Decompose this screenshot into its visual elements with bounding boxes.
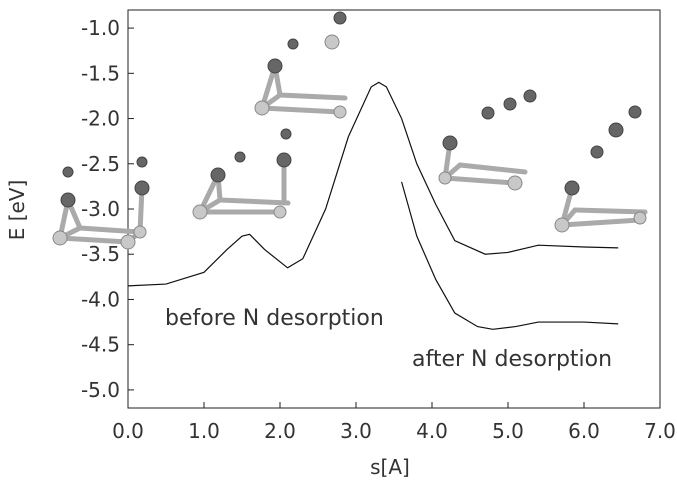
y-tick-label: -3.5 — [81, 242, 120, 266]
y-tick-label: -2.0 — [81, 107, 120, 131]
y-tick-label: -3.0 — [81, 197, 120, 221]
x-tick-label: 1.0 — [188, 419, 220, 443]
y-tick-label: -5.0 — [81, 378, 120, 402]
y-tick-label: -1.0 — [81, 16, 120, 40]
series-annotation: after N desorption — [412, 347, 612, 372]
x-tick-label: 6.0 — [568, 419, 600, 443]
y-axis-label: E [eV] — [5, 180, 29, 241]
x-tick-label: 3.0 — [340, 419, 372, 443]
x-axis-label: s[A] — [370, 455, 410, 479]
x-tick-label: 4.0 — [416, 419, 448, 443]
x-tick-label: 0.0 — [112, 419, 144, 443]
series-line — [127, 81, 619, 287]
molecule-illustrations — [52, 11, 648, 250]
x-tick-label: 5.0 — [492, 419, 524, 443]
series-annotation: before N desorption — [165, 306, 384, 331]
y-tick-label: -2.5 — [81, 152, 120, 176]
y-tick-label: -4.5 — [81, 333, 120, 357]
y-tick-label: -4.0 — [81, 287, 120, 311]
x-tick-label: 2.0 — [264, 419, 296, 443]
x-tick-label: 7.0 — [644, 419, 676, 443]
series-line — [401, 181, 619, 330]
y-tick-label: -1.5 — [81, 61, 120, 85]
